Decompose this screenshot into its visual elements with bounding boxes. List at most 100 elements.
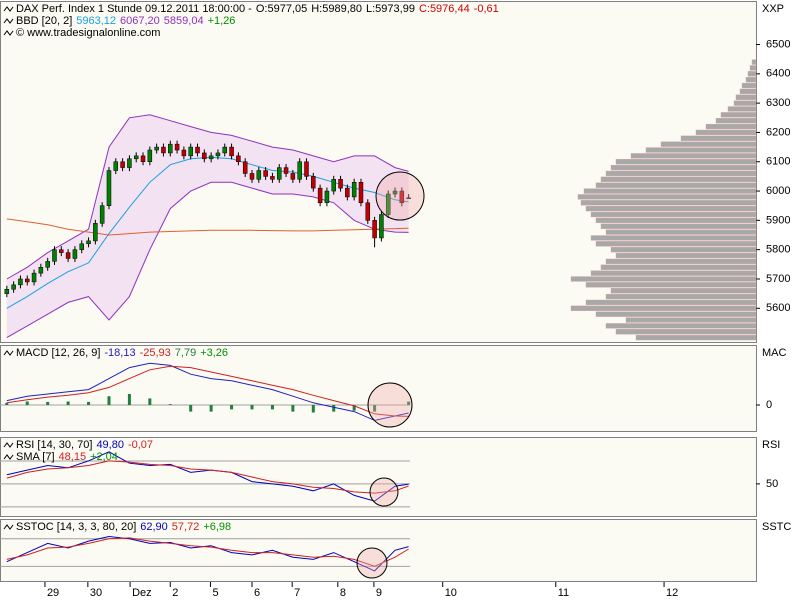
legend-item: RSI [14, 30, 70] — [16, 439, 92, 451]
legend-item: 7,79 — [175, 347, 196, 359]
profile-bar — [705, 123, 757, 130]
axis-label: RSI — [762, 439, 780, 451]
candle-body — [351, 182, 357, 198]
y-tick-label: 5600 — [766, 302, 790, 314]
histogram-bar — [46, 401, 50, 406]
profile-bar — [739, 88, 757, 95]
candle-body — [345, 187, 350, 198]
candle-body — [222, 146, 228, 154]
x-tick-label: Dez — [132, 587, 152, 599]
profile-bar — [749, 65, 757, 71]
sstoc-panel — [0, 519, 757, 582]
axis-label: SSTC — [762, 521, 791, 533]
candle-body — [113, 161, 119, 171]
histogram-bar — [407, 401, 411, 406]
histogram-bar — [209, 405, 213, 412]
candle-body — [154, 146, 159, 151]
profile-bar — [733, 100, 757, 106]
candle-body — [65, 252, 71, 259]
candle-body — [79, 243, 84, 250]
candle-body — [72, 249, 78, 259]
profile-bar — [590, 211, 757, 218]
profile-bar — [585, 206, 757, 212]
histogram-bar — [87, 401, 91, 406]
profile-bar — [630, 153, 757, 159]
candle-body — [242, 161, 248, 174]
candle-body — [208, 155, 214, 160]
legend-row: SMA [7] 48,15 +2,04 — [16, 451, 118, 463]
profile-bar — [605, 258, 757, 265]
legend-icon — [3, 524, 14, 530]
histogram-bar — [352, 405, 356, 411]
histogram-bar — [107, 396, 111, 406]
legend-item: -0,61 — [474, 3, 499, 15]
profile-bar — [570, 276, 757, 282]
candle-body — [263, 170, 268, 177]
profile-bar — [727, 106, 757, 112]
legend-icon — [3, 442, 14, 448]
legend-item: BBD [20, 2] — [16, 15, 72, 27]
indicator-line — [6, 362, 409, 421]
profile-bar — [605, 170, 757, 177]
candle-body — [59, 249, 64, 253]
candle-body — [229, 146, 234, 157]
candle-body — [31, 272, 37, 283]
candle-body — [140, 155, 146, 162]
x-tick-label: 7 — [294, 587, 300, 599]
profile-bar — [635, 334, 757, 341]
histogram-bar — [311, 405, 315, 413]
profile-bar — [615, 159, 757, 165]
profile-bar — [720, 112, 757, 118]
legend-item: +3,26 — [200, 347, 228, 359]
legend-icon — [3, 454, 14, 460]
x-tick-label: 9 — [376, 587, 382, 599]
histogram-bar — [230, 405, 234, 410]
candle-body — [38, 267, 44, 274]
candle-body — [195, 146, 200, 154]
candle-body — [52, 249, 57, 262]
histogram-bar — [373, 405, 377, 412]
axis-label: MAC — [762, 347, 787, 359]
legend-item: -18,13 — [104, 347, 135, 359]
y-tick-label: 6300 — [766, 97, 790, 109]
profile-bar — [715, 118, 757, 124]
legend-item: 49,80 — [96, 439, 124, 451]
candle-body — [93, 223, 98, 242]
y-tick-label: 6500 — [766, 38, 790, 50]
histogram-bar — [25, 401, 29, 406]
legend-item: DAX Perf. Index 1 Stunde 09.12.2011 18:0… — [16, 3, 252, 15]
y-tick-label: 5800 — [766, 244, 790, 256]
profile-bar — [580, 200, 757, 206]
candle-body — [11, 284, 16, 290]
candle-body — [215, 152, 221, 157]
macd-panel — [0, 345, 757, 432]
profile-bar — [570, 305, 757, 311]
candle-body — [133, 155, 139, 160]
profile-bar — [583, 188, 757, 194]
histogram-bar — [291, 405, 295, 412]
candle-body — [168, 143, 173, 154]
profile-bar — [590, 235, 757, 241]
y-tick-label: 6400 — [766, 68, 790, 80]
legend-item: 6067,20 — [120, 15, 160, 27]
legend-item: MACD [12, 26, 9] — [16, 347, 100, 359]
legend-icon — [3, 18, 14, 24]
x-tick-label: 8 — [340, 587, 346, 599]
candle-body — [331, 179, 336, 192]
x-tick-label: 2 — [172, 587, 178, 599]
legend-row: RSI [14, 30, 70] 49,80 -0,07 — [16, 439, 153, 451]
profile-bar — [605, 229, 757, 235]
x-tick-label: 5 — [212, 587, 218, 599]
profile-bar — [615, 252, 757, 259]
indicator-line — [6, 114, 409, 280]
x-tick-label: 29 — [47, 587, 59, 599]
legend-item: 62,90 — [140, 521, 168, 533]
highlight-circle — [375, 171, 425, 221]
profile-bar — [595, 311, 757, 317]
histogram-bar — [189, 405, 193, 412]
candle-body — [379, 214, 384, 239]
histogram-bar — [5, 402, 9, 406]
legend-item: © www.tradesignalonline.com — [16, 27, 160, 39]
candle-body — [338, 179, 343, 189]
